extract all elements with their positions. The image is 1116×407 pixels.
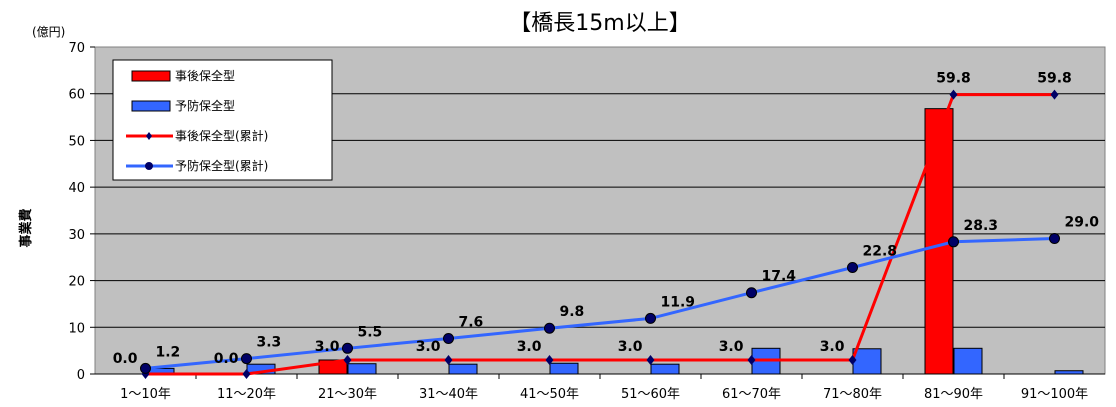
x-tick-label: 51～60年: [621, 387, 680, 402]
data-label: 3.0: [416, 339, 441, 355]
x-tick-label: 61～70年: [722, 387, 781, 402]
legend-label: 予防保全型(累計): [175, 158, 268, 173]
data-label: 59.8: [1037, 71, 1072, 87]
y-axis-label: 事業費: [18, 208, 34, 247]
data-label: 5.5: [358, 324, 383, 340]
data-label: 3.0: [618, 339, 643, 355]
point: [544, 322, 555, 334]
bar: [448, 363, 478, 375]
point: [545, 354, 554, 365]
point: [242, 369, 251, 379]
legend-marker: [145, 162, 153, 170]
data-label: 3.0: [820, 339, 845, 355]
x-tick-label: 41～50年: [520, 387, 579, 402]
data-label: 9.8: [560, 304, 585, 320]
point: [746, 287, 757, 299]
point: [443, 332, 454, 344]
y-tick-label: 60: [68, 88, 85, 103]
y-tick-label: 20: [68, 275, 85, 290]
legend-label: 事後保全型(累計): [175, 128, 268, 143]
point: [847, 261, 858, 273]
y-tick-label: 30: [68, 228, 85, 243]
point: [948, 236, 959, 248]
data-label: 3.0: [719, 339, 744, 355]
point: [444, 354, 453, 365]
y-tick-label: 50: [68, 134, 85, 149]
legend-swatch: [131, 100, 171, 112]
point: [343, 354, 352, 365]
legend-marker: [146, 132, 152, 140]
data-label: 28.3: [964, 218, 999, 234]
bar: [347, 363, 377, 375]
y-axis-ticks: 0 10 20 30 40 50 60 70: [68, 41, 95, 383]
data-label: 17.4: [762, 269, 797, 285]
point: [241, 353, 252, 365]
x-tick-label: 21～30年: [318, 387, 377, 402]
point: [646, 354, 655, 365]
point: [1049, 233, 1060, 245]
data-label: 0.0: [113, 351, 138, 367]
data-label: 0.0: [214, 351, 239, 367]
data-label: 29.0: [1065, 215, 1100, 231]
x-tick-label: 31～40年: [419, 387, 478, 402]
unit-label: (億円): [32, 25, 65, 39]
series-line: [145, 237, 1055, 370]
bar: [953, 347, 983, 375]
data-label: 3.0: [517, 339, 542, 355]
bar: [549, 362, 579, 375]
point: [848, 354, 857, 365]
y-tick-label: 0: [77, 368, 85, 383]
data-label: 59.8: [936, 71, 971, 87]
bar: [650, 363, 680, 375]
x-tick-label: 1～10年: [120, 387, 171, 402]
legend-swatch: [131, 70, 171, 82]
data-labels: 0.0 0.0 3.0 3.0 3.0 3.0 3.0 3.0 59.8 1.2 3.3 5.5 7.6…: [113, 71, 1100, 367]
x-tick-label: 91～100年: [1021, 387, 1088, 402]
legend-label: 予防保全型: [175, 98, 235, 113]
point: [1050, 89, 1059, 100]
bar: [1054, 370, 1084, 375]
x-tick-label: 11～20年: [217, 387, 276, 402]
point: [747, 354, 756, 365]
x-tick-label: 71～80年: [823, 387, 882, 402]
x-tick-label: 81～90年: [924, 387, 983, 402]
series-line: [145, 93, 1055, 376]
chart-title: 【橋長15m以上】: [509, 11, 690, 36]
y-tick-label: 40: [68, 181, 85, 196]
lines: [140, 89, 1060, 379]
point: [140, 362, 151, 374]
bar: [852, 348, 882, 375]
y-tick-label: 10: [68, 321, 85, 336]
point: [949, 89, 958, 100]
data-label: 3.0: [315, 339, 340, 355]
data-label: 22.8: [863, 243, 898, 259]
y-tick-label: 70: [68, 41, 85, 56]
point: [645, 312, 656, 324]
data-label: 7.6: [459, 314, 484, 330]
point: [342, 342, 353, 354]
legend-label: 事後保全型: [175, 68, 235, 83]
data-label: 1.2: [156, 344, 181, 360]
data-label: 3.3: [257, 335, 282, 351]
data-label: 11.9: [661, 294, 696, 310]
